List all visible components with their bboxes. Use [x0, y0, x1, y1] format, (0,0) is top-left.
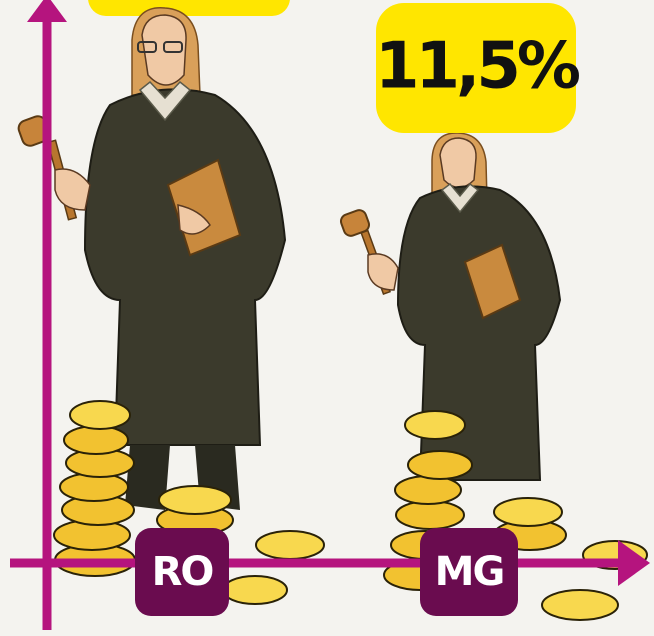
category-label: RO [152, 549, 213, 595]
category-label: MG [435, 549, 504, 595]
badge-value: 11,5% [375, 30, 580, 104]
illustration: 11,5% RO MG [0, 0, 654, 636]
badge-box [88, 0, 290, 16]
judge-large [16, 8, 285, 510]
infographic: 11,5% RO MG [0, 0, 654, 636]
